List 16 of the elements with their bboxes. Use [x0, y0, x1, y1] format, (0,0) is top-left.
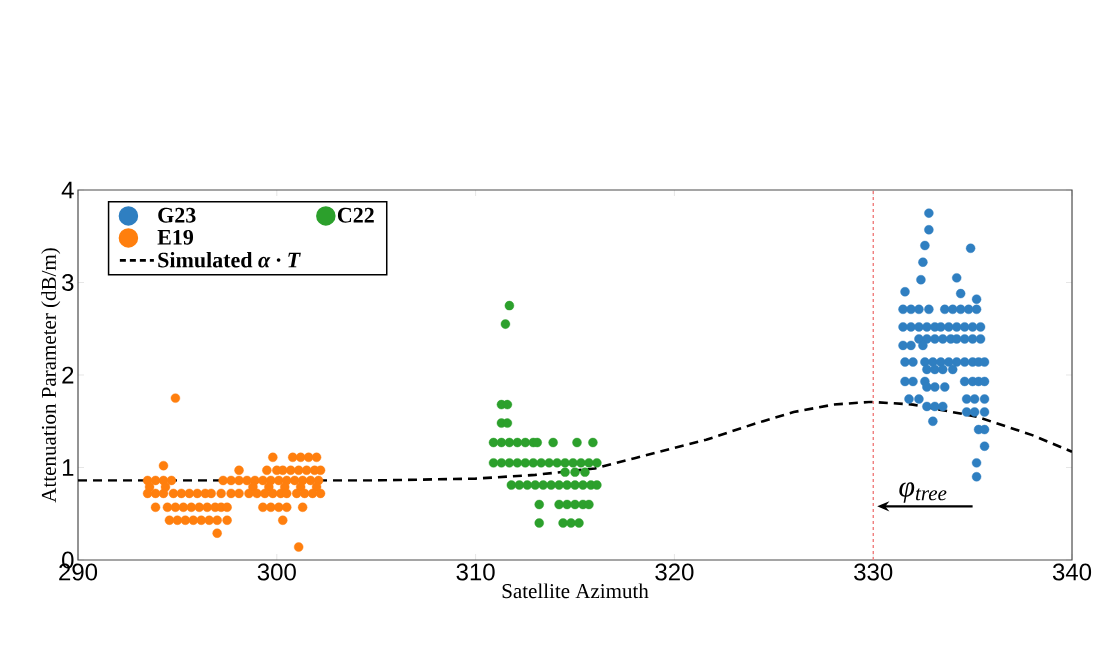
annotation: φ$_{tree}$ [899, 482, 947, 503]
x-tick-label: 340 [1052, 563, 1092, 581]
y-tick-label: 1 [62, 459, 74, 476]
y-tick-label: 4 [61, 181, 74, 199]
x-axis-title: Satellite Azimuth [502, 583, 649, 599]
x-tick-label: 320 [655, 563, 694, 581]
y-axis-title: Attenuation Parameter (dB/m) [41, 248, 61, 503]
y-tick-label: 2 [62, 366, 74, 384]
x-tick-label: 330 [854, 563, 893, 581]
legend-label: E19 [157, 229, 194, 245]
legend-label: Simulated α · T [158, 251, 301, 268]
y-tick-label: 3 [62, 274, 74, 291]
x-tick-label: 300 [257, 563, 296, 581]
legend-label: G23 [158, 207, 196, 223]
x-tick-label: 310 [456, 563, 495, 581]
legend-label: C22 [337, 207, 374, 223]
